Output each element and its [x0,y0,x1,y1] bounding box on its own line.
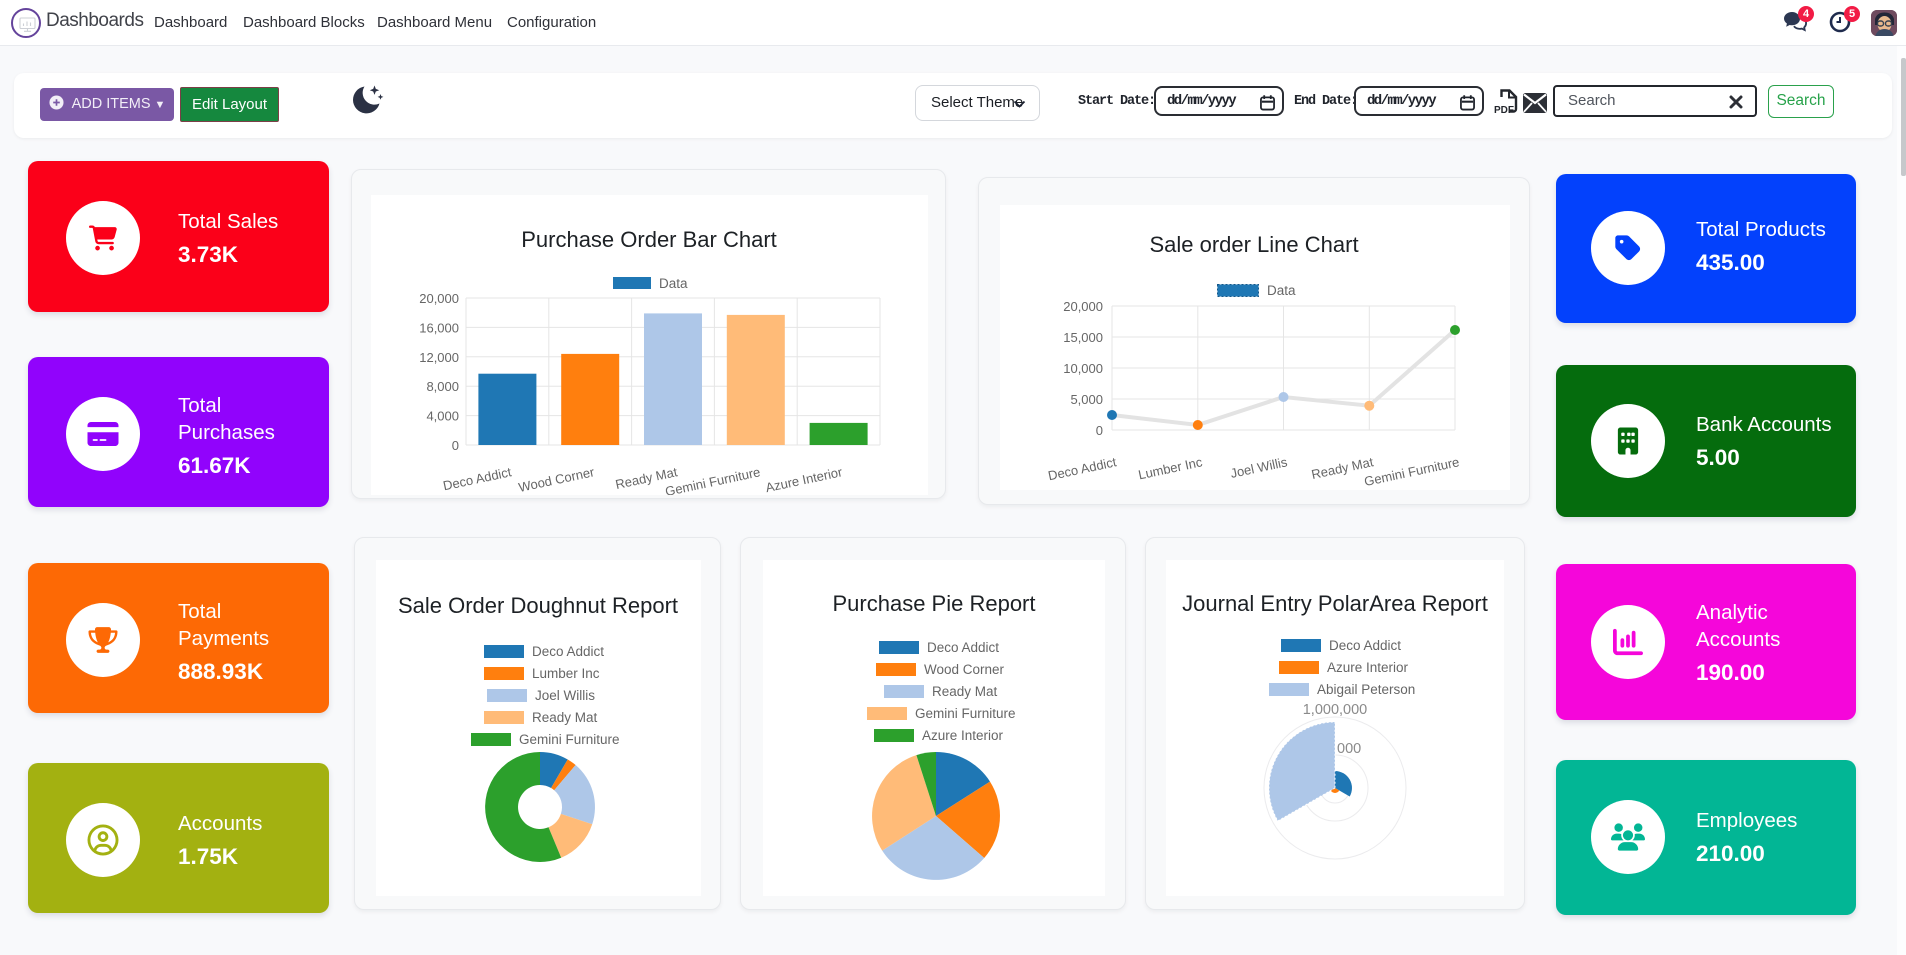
svg-text:Azure Interior: Azure Interior [1327,660,1409,675]
svg-text:Journal Entry PolarArea Report: Journal Entry PolarArea Report [1182,591,1488,616]
svg-text:Purchase Order Bar Chart: Purchase Order Bar Chart [521,227,777,252]
svg-text:15,000: 15,000 [1063,330,1103,345]
svg-text:Data: Data [1267,283,1296,298]
svg-text:12,000: 12,000 [419,350,459,365]
svg-text:Wood Corner: Wood Corner [517,464,596,495]
svg-text:20,000: 20,000 [419,291,459,306]
svg-text:Abigail Peterson: Abigail Peterson [1317,682,1415,697]
svg-text:Deco Addict: Deco Addict [1329,638,1401,653]
svg-text:Ready Mat: Ready Mat [932,684,998,699]
svg-text:Sale Order Doughnut Report: Sale Order Doughnut Report [398,593,678,618]
svg-text:Data: Data [659,276,688,291]
svg-text:Gemini Furniture: Gemini Furniture [519,732,620,747]
svg-text:Azure Interior: Azure Interior [922,728,1004,743]
svg-text:0: 0 [452,438,459,453]
svg-text:Deco Addict: Deco Addict [927,640,999,655]
svg-text:5,000: 5,000 [1070,392,1103,407]
svg-text:Ready Mat: Ready Mat [532,710,598,725]
svg-text:Deco Addict: Deco Addict [1047,454,1118,483]
svg-text:Purchase Pie Report: Purchase Pie Report [833,591,1036,616]
svg-text:Gemini Furniture: Gemini Furniture [915,706,1016,721]
svg-text:16,000: 16,000 [419,320,459,335]
svg-text:0: 0 [1096,423,1103,438]
svg-text:PDF: PDF [1494,105,1514,114]
svg-text:Sale order Line Chart: Sale order Line Chart [1149,232,1358,257]
svg-text:1,000,000: 1,000,000 [1303,702,1368,718]
svg-text:Gemini Furniture: Gemini Furniture [1363,454,1461,489]
svg-text:Gemini Furniture: Gemini Furniture [664,464,762,495]
svg-text:20,000: 20,000 [1063,299,1103,314]
svg-text:10,000: 10,000 [1063,361,1103,376]
svg-text:Deco Addict: Deco Addict [532,644,604,659]
svg-text:000: 000 [1337,741,1361,757]
svg-text:Joel Willis: Joel Willis [1229,454,1289,481]
svg-text:4,000: 4,000 [426,409,459,424]
svg-text:Deco Addict: Deco Addict [442,464,513,493]
svg-text:Lumber Inc: Lumber Inc [1137,454,1204,482]
svg-text:Joel Willis: Joel Willis [535,688,595,703]
svg-text:Azure Interior: Azure Interior [764,464,844,495]
svg-text:8,000: 8,000 [426,379,459,394]
svg-text:Lumber Inc: Lumber Inc [532,666,600,681]
svg-text:Wood Corner: Wood Corner [924,662,1005,677]
